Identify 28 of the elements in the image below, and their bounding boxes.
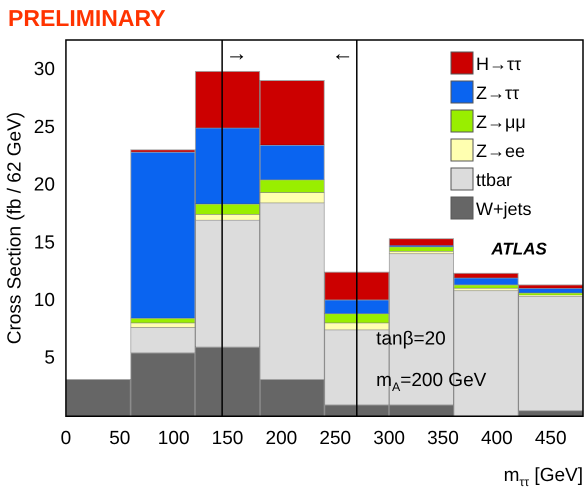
- annotation: ATLAS: [490, 239, 548, 258]
- x-tick-label: 50: [109, 428, 130, 449]
- legend-label: H→ττ: [476, 54, 522, 74]
- x-tick-label: 200: [266, 428, 298, 449]
- y-tick-label: 10: [34, 290, 55, 312]
- annotation: tanβ=20: [376, 328, 446, 350]
- x-tick-label: 450: [534, 428, 567, 449]
- y-tick-label: 15: [34, 232, 55, 254]
- y-tick-label: 30: [34, 59, 55, 80]
- legend-label: Z→ττ: [476, 83, 520, 103]
- y-tick-label: 25: [34, 116, 55, 138]
- chart-title: PRELIMINARY: [8, 5, 166, 31]
- x-tick-label: 300: [373, 428, 405, 449]
- x-tick-label: 250: [319, 428, 352, 449]
- x-tick-label: 0: [60, 428, 72, 449]
- annotation: →: [226, 40, 248, 66]
- y-axis-title: Cross Section (fb / 62 GeV): [4, 112, 26, 344]
- x-tick-label: 100: [158, 428, 190, 449]
- y-tick-label: 20: [34, 174, 55, 196]
- legend-label: ttbar: [476, 170, 512, 190]
- y-tick-label: 5: [44, 348, 55, 369]
- x-tick-label: 400: [480, 428, 513, 449]
- legend-label: Z→ee: [476, 141, 526, 161]
- legend-label: Z→μμ: [476, 112, 526, 132]
- x-tick-label: 350: [427, 428, 459, 449]
- x-tick-label: 150: [212, 428, 244, 449]
- annotation: ←: [332, 40, 354, 66]
- legend-label: W+jets: [476, 199, 532, 219]
